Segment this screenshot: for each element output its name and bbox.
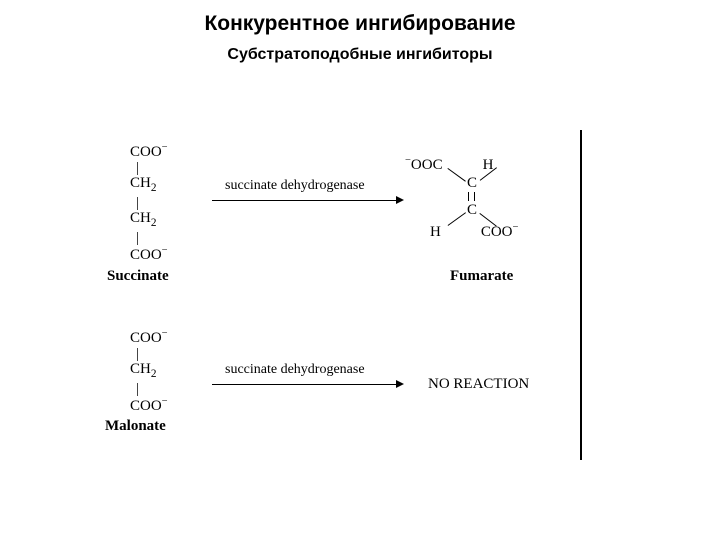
arrow-1-head — [396, 196, 404, 204]
arrow-2-line — [212, 384, 397, 385]
right-border-line — [580, 130, 582, 460]
malonate-label: Malonate — [105, 418, 166, 435]
page-title: Конкурентное ингибирование — [0, 12, 720, 36]
no-reaction-text: NO REACTION — [428, 376, 529, 393]
fumarate-label: Fumarate — [450, 268, 513, 285]
page-subtitle: Субстратоподобные ингибиторы — [0, 46, 720, 64]
arrow-2-head — [396, 380, 404, 388]
succinate-label: Succinate — [107, 268, 169, 285]
enzyme-label-1: succinate dehydrogenase — [225, 178, 365, 194]
enzyme-label-2: succinate dehydrogenase — [225, 362, 365, 378]
arrow-1-line — [212, 200, 397, 201]
